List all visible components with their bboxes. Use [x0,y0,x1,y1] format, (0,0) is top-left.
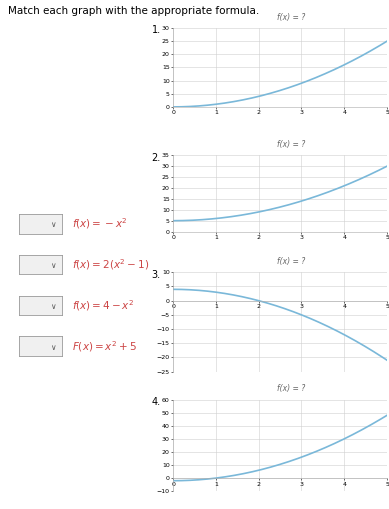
Text: $f(x) =-x^2$: $f(x) =-x^2$ [72,216,128,232]
Text: 1.: 1. [152,25,161,36]
Text: f(x) = ?: f(x) = ? [277,384,305,393]
Text: 4.: 4. [152,397,161,407]
Text: $f(x) = 4 - x^2$: $f(x) = 4 - x^2$ [72,298,134,313]
Text: Match each graph with the appropriate formula.: Match each graph with the appropriate fo… [8,6,259,16]
Text: f(x) = ?: f(x) = ? [277,257,305,266]
Text: f(x) = ?: f(x) = ? [277,140,305,149]
Text: ∨: ∨ [50,343,56,352]
Text: f(x) = ?: f(x) = ? [277,13,305,22]
Text: 2.: 2. [152,153,161,163]
Text: 3.: 3. [152,270,161,280]
Text: ∨: ∨ [50,220,56,230]
Text: $F(x) = x^2 + 5$: $F(x) = x^2 + 5$ [72,338,137,354]
Text: ∨: ∨ [50,261,56,270]
Text: $f(x) = 2(x^2 - 1)$: $f(x) = 2(x^2 - 1)$ [72,257,149,272]
Text: ∨: ∨ [50,302,56,311]
